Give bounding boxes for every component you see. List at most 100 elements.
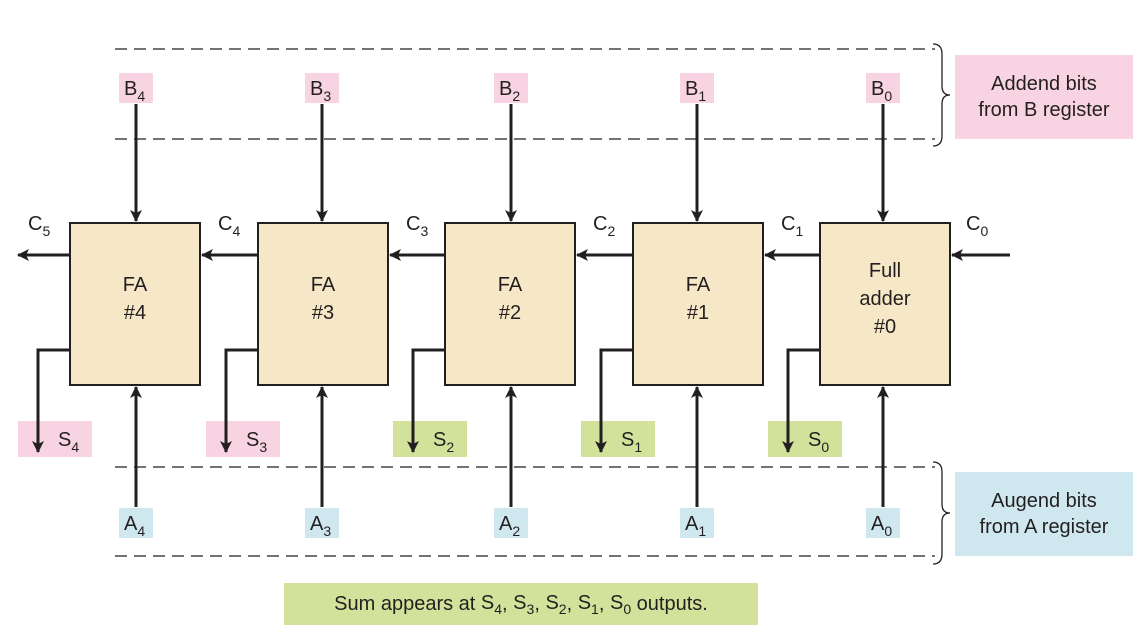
sum-note: Sum appears at S4, S3, S2, S1, S0 output… <box>284 583 758 625</box>
sum-note-s2: S2 <box>545 591 567 617</box>
c3-label-letter: C <box>406 213 420 235</box>
s2-label-sub: 2 <box>446 439 454 455</box>
c4-label-letter: C <box>218 213 232 235</box>
b4-label: B4 <box>124 78 145 104</box>
b-register-label-line1: Addend bits <box>991 73 1097 95</box>
a2-label-letter: A <box>499 513 513 535</box>
s2-arrow <box>407 348 445 453</box>
c5-label-sub: 5 <box>42 223 50 239</box>
s4-bg <box>18 421 92 457</box>
b-register-label: Addend bits from B register <box>955 55 1133 139</box>
s1-label-sub: 1 <box>634 439 642 455</box>
c0-label: C0 <box>966 213 988 239</box>
a1-label-letter: A <box>685 513 699 535</box>
b1-label: B1 <box>685 78 706 104</box>
b2-label-sub: 2 <box>512 88 520 104</box>
sum-note-prefix: Sum appears at <box>334 592 481 615</box>
c2-label: C2 <box>593 213 615 239</box>
sum-note-s0: S0 <box>609 591 632 617</box>
fa-block-4 <box>69 222 201 386</box>
c2-label-letter: C <box>593 213 607 235</box>
s1-label-letter: S <box>621 429 634 451</box>
b0-label-bg <box>866 73 900 103</box>
b1-label-letter: B <box>685 78 698 100</box>
a1-label: A1 <box>685 513 706 539</box>
fa-block-3-label-1: #3 <box>312 302 334 324</box>
a-register-label-line2: from A register <box>979 516 1109 538</box>
c1-label-sub: 1 <box>795 223 803 239</box>
b0-label-letter: B <box>871 78 884 100</box>
a0-label: A0 <box>871 513 892 539</box>
b2-label-bg <box>494 73 528 103</box>
fa-block-2-label-0: FA <box>498 274 523 296</box>
a-register-label: Augend bits from A register <box>955 472 1133 556</box>
c4-label: C4 <box>218 213 240 239</box>
a2-label-sub: 2 <box>512 523 520 539</box>
a0-label-bg <box>866 508 900 538</box>
b4-label-letter: B <box>124 78 137 100</box>
sum-note-s1: S1 <box>577 591 599 617</box>
s4-label: S4 <box>58 429 79 455</box>
s0-bg <box>768 421 842 457</box>
s0-arrow <box>782 348 820 453</box>
a1-label-bg <box>680 508 714 538</box>
sum-note-suffix: outputs. <box>631 592 708 615</box>
a0-label-sub: 0 <box>884 523 892 539</box>
s4-label-sub: 4 <box>71 439 79 455</box>
fa-block-1 <box>632 222 764 386</box>
fa-block-2-label-1: #2 <box>499 302 521 324</box>
a1-label-sub: 1 <box>698 523 706 539</box>
s2-label-letter: S <box>433 429 446 451</box>
a2-label: A2 <box>499 513 520 539</box>
a4-label: A4 <box>124 513 145 539</box>
fa-block-2 <box>444 222 576 386</box>
b4-label-bg <box>119 73 153 103</box>
a-register-label-line1: Augend bits <box>991 490 1097 512</box>
c4-label-sub: 4 <box>232 223 240 239</box>
s3-bg <box>206 421 280 457</box>
a3-label-sub: 3 <box>323 523 331 539</box>
s1-label: S1 <box>621 429 642 455</box>
s0-label-sub: 0 <box>821 439 829 455</box>
s3-arrow <box>220 348 258 453</box>
c3-label: C3 <box>406 213 428 239</box>
fa-block-1-label-1: #1 <box>687 302 709 324</box>
s1-bg <box>581 421 655 457</box>
sum-note-s4: S4 <box>480 591 503 617</box>
fa-block-0-label-2: #0 <box>874 316 896 338</box>
fa-block-4-label-1: #4 <box>124 302 146 324</box>
s2-bg <box>393 421 467 457</box>
a3-label: A3 <box>310 513 331 539</box>
a-register-brace <box>932 461 951 565</box>
b-register-boundary <box>115 48 935 140</box>
a2-label-bg <box>494 508 528 538</box>
s0-label-letter: S <box>808 429 821 451</box>
c1-label: C1 <box>781 213 803 239</box>
a0-label-letter: A <box>871 513 885 535</box>
b2-label-letter: B <box>499 78 512 100</box>
a3-label-letter: A <box>310 513 324 535</box>
fa-block-4-label-0: FA <box>123 274 148 296</box>
s3-label: S3 <box>246 429 267 455</box>
a-register-boundary <box>115 466 935 557</box>
c5-label-letter: C <box>28 213 42 235</box>
c2-label-sub: 2 <box>607 223 615 239</box>
c5-label: C5 <box>28 213 50 239</box>
b3-label: B3 <box>310 78 331 104</box>
b3-label-letter: B <box>310 78 323 100</box>
s2-label: S2 <box>433 429 454 455</box>
b2-label: B2 <box>499 78 520 104</box>
b4-label-sub: 4 <box>137 88 145 104</box>
s3-label-letter: S <box>246 429 259 451</box>
fa-block-1-label-0: FA <box>686 274 711 296</box>
fa-block-0-label-0: Full <box>869 260 901 282</box>
s4-label-letter: S <box>58 429 71 451</box>
s4-arrow <box>32 348 70 453</box>
c0-label-sub: 0 <box>980 223 988 239</box>
b0-label-sub: 0 <box>884 88 892 104</box>
a3-label-bg <box>305 508 339 538</box>
fa-block-0-label-1: adder <box>859 288 910 310</box>
c0-label-letter: C <box>966 213 980 235</box>
fa-block-3-label-0: FA <box>311 274 336 296</box>
